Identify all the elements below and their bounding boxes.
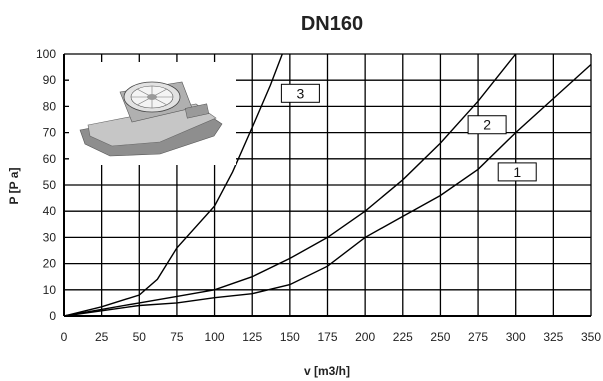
y-tick-label: 20	[43, 257, 57, 271]
x-tick-label: 325	[543, 330, 563, 344]
series-line-3	[63, 53, 283, 317]
y-tick-label: 80	[43, 99, 57, 113]
series-line-2	[63, 53, 517, 317]
y-tick-label: 30	[43, 230, 57, 244]
y-tick-label: 90	[43, 73, 57, 87]
y-tick-label: 100	[36, 47, 56, 61]
tick-labels: 0 25 50 75 100 125 150 175 200 225 250 275 300 325 350…	[36, 47, 601, 344]
x-tick-label: 150	[280, 330, 300, 344]
x-tick-label: 75	[170, 330, 184, 344]
x-tick-label: 350	[581, 330, 601, 344]
product-image	[69, 62, 236, 165]
y-tick-label: 40	[43, 204, 57, 218]
curves	[63, 53, 592, 317]
x-tick-label: 175	[317, 330, 337, 344]
chart-title: DN160	[301, 13, 363, 35]
x-tick-label: 25	[95, 330, 109, 344]
curve-labels: 3 2 1	[280, 83, 537, 182]
x-tick-label: 250	[430, 330, 450, 344]
y-tick-label: 60	[43, 152, 57, 166]
x-tick-label: 200	[355, 330, 375, 344]
x-tick-label: 275	[468, 330, 488, 344]
y-tick-label: 10	[43, 283, 57, 297]
curve-label-box	[497, 162, 537, 182]
y-axis-label: P [P a]	[7, 168, 21, 205]
y-tick-label: 50	[43, 178, 57, 192]
y-tick-label: 0	[49, 309, 56, 323]
curve-label-box	[467, 115, 507, 135]
x-tick-label: 0	[61, 330, 68, 344]
x-tick-label: 300	[506, 330, 526, 344]
x-axis-label: v [m3/h]	[304, 364, 350, 378]
x-tick-label: 125	[242, 330, 262, 344]
x-tick-label: 225	[393, 330, 413, 344]
x-tick-label: 100	[205, 330, 225, 344]
curve-label-text: 3	[296, 85, 304, 101]
curve-label-box	[280, 83, 320, 103]
series-line-1	[63, 63, 592, 317]
curve-label-text: 2	[483, 117, 491, 133]
x-tick-label: 50	[133, 330, 147, 344]
y-tick-label: 70	[43, 126, 57, 140]
curve-label-text: 1	[513, 164, 521, 180]
